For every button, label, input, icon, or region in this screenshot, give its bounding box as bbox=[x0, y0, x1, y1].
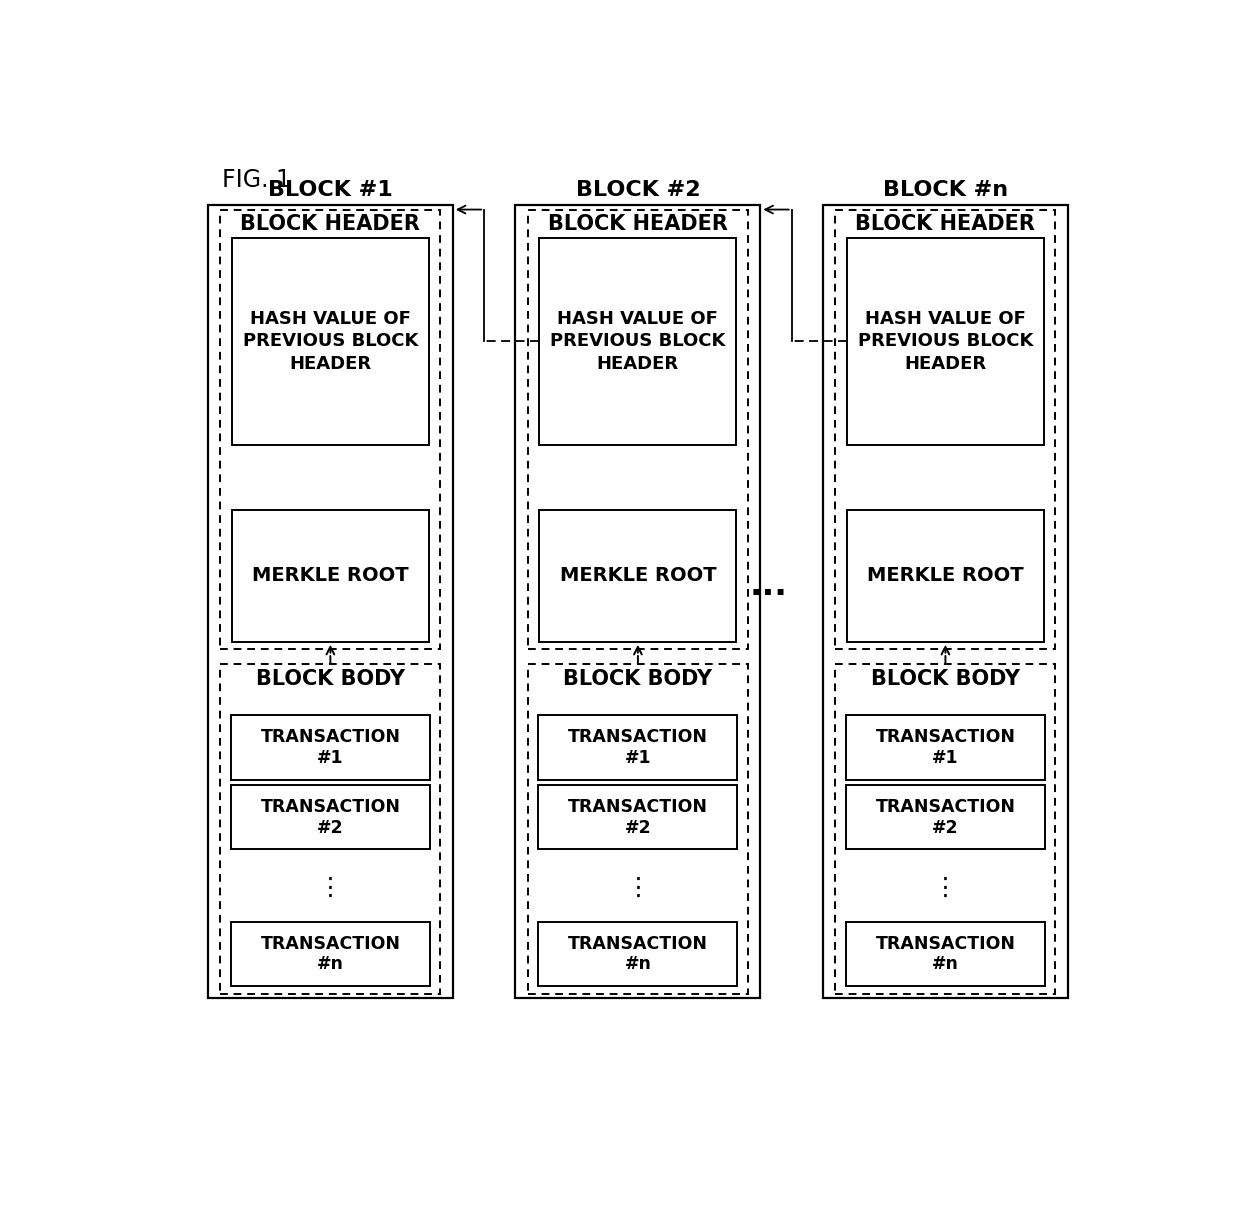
Text: TRANSACTION
#n: TRANSACTION #n bbox=[260, 935, 401, 974]
Text: TRANSACTION
#2: TRANSACTION #2 bbox=[568, 798, 708, 836]
Bar bbox=[528, 210, 748, 649]
Text: BLOCK HEADER: BLOCK HEADER bbox=[241, 214, 420, 234]
Text: MERKLE ROOT: MERKLE ROOT bbox=[559, 566, 717, 586]
Bar bbox=[846, 922, 1045, 986]
Text: BLOCK BODY: BLOCK BODY bbox=[563, 669, 713, 689]
Bar bbox=[847, 239, 1044, 445]
Text: ⋮: ⋮ bbox=[625, 876, 651, 900]
Text: TRANSACTION
#1: TRANSACTION #1 bbox=[875, 728, 1016, 766]
Text: TRANSACTION
#n: TRANSACTION #n bbox=[568, 935, 708, 974]
Text: BLOCK BODY: BLOCK BODY bbox=[870, 669, 1021, 689]
Text: MERKLE ROOT: MERKLE ROOT bbox=[867, 566, 1024, 586]
Bar bbox=[221, 664, 440, 994]
Text: ···: ··· bbox=[749, 578, 787, 611]
Text: BLOCK BODY: BLOCK BODY bbox=[255, 669, 405, 689]
Text: TRANSACTION
#1: TRANSACTION #1 bbox=[260, 728, 401, 766]
Text: MERKLE ROOT: MERKLE ROOT bbox=[252, 566, 409, 586]
Bar bbox=[538, 922, 738, 986]
Text: HASH VALUE OF
PREVIOUS BLOCK
HEADER: HASH VALUE OF PREVIOUS BLOCK HEADER bbox=[551, 310, 725, 374]
Text: BLOCK #2: BLOCK #2 bbox=[575, 181, 701, 200]
Text: BLOCK HEADER: BLOCK HEADER bbox=[548, 214, 728, 234]
Bar bbox=[538, 716, 738, 780]
Text: TRANSACTION
#1: TRANSACTION #1 bbox=[568, 728, 708, 766]
Text: ⋮: ⋮ bbox=[932, 876, 959, 900]
Bar bbox=[516, 205, 760, 998]
Text: ⋮: ⋮ bbox=[317, 876, 343, 900]
Bar bbox=[836, 210, 1055, 649]
Bar bbox=[232, 510, 429, 642]
Text: TRANSACTION
#2: TRANSACTION #2 bbox=[875, 798, 1016, 836]
Bar bbox=[539, 239, 737, 445]
Bar bbox=[847, 510, 1044, 642]
Bar bbox=[221, 210, 440, 649]
Bar bbox=[208, 205, 453, 998]
Bar bbox=[538, 786, 738, 850]
Text: FIG. 1: FIG. 1 bbox=[222, 167, 291, 192]
Bar bbox=[846, 786, 1045, 850]
Bar bbox=[231, 786, 430, 850]
Text: BLOCK #1: BLOCK #1 bbox=[268, 181, 393, 200]
Text: BLOCK HEADER: BLOCK HEADER bbox=[856, 214, 1035, 234]
Bar bbox=[231, 716, 430, 780]
Text: BLOCK #n: BLOCK #n bbox=[883, 181, 1008, 200]
Bar bbox=[539, 510, 737, 642]
Text: TRANSACTION
#2: TRANSACTION #2 bbox=[260, 798, 401, 836]
Text: TRANSACTION
#n: TRANSACTION #n bbox=[875, 935, 1016, 974]
Bar bbox=[231, 922, 430, 986]
Bar bbox=[528, 664, 748, 994]
Bar bbox=[823, 205, 1068, 998]
Text: HASH VALUE OF
PREVIOUS BLOCK
HEADER: HASH VALUE OF PREVIOUS BLOCK HEADER bbox=[858, 310, 1033, 374]
Bar bbox=[232, 239, 429, 445]
Bar bbox=[836, 664, 1055, 994]
Bar bbox=[846, 716, 1045, 780]
Text: HASH VALUE OF
PREVIOUS BLOCK
HEADER: HASH VALUE OF PREVIOUS BLOCK HEADER bbox=[243, 310, 418, 374]
